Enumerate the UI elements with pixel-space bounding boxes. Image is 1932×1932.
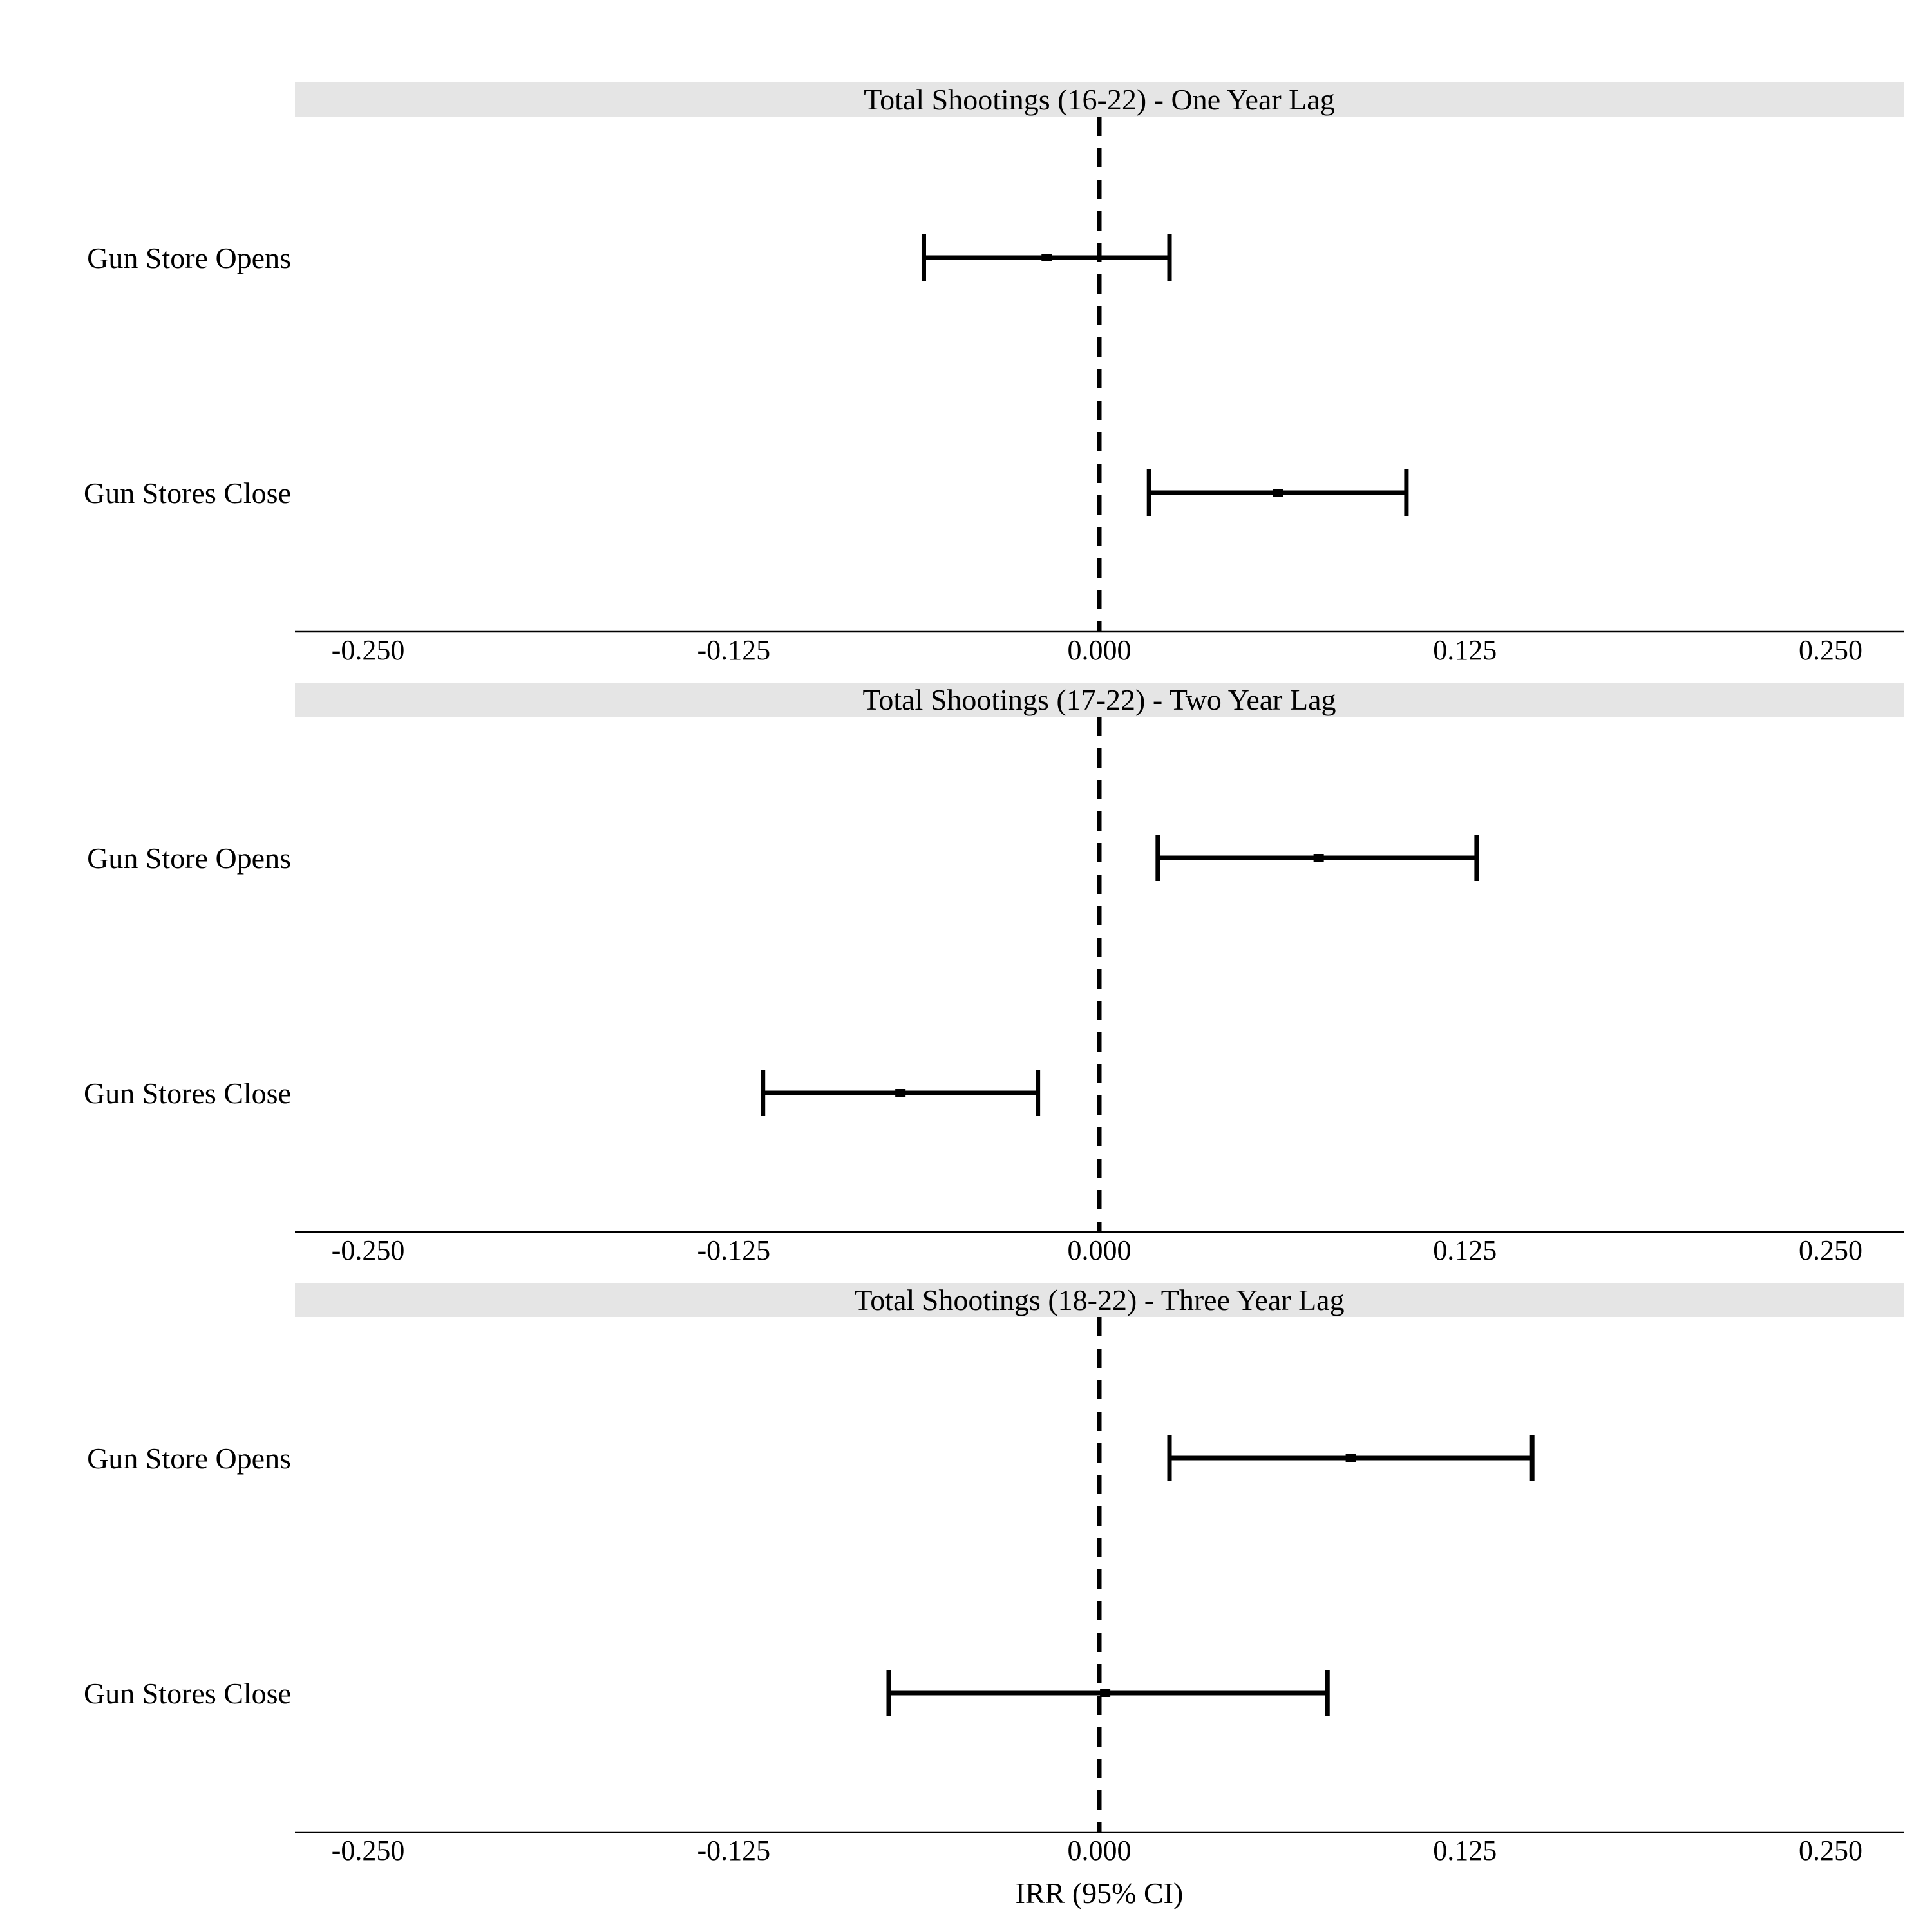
row-label: Gun Stores Close — [84, 1677, 291, 1710]
x-tick-label: -0.250 — [332, 1235, 405, 1266]
panel-title: Total Shootings (16-22) - One Year Lag — [864, 83, 1334, 116]
point-estimate — [1041, 254, 1052, 261]
x-axis-title: IRR (95% CI) — [1016, 1877, 1184, 1909]
point-estimate — [1345, 1454, 1356, 1462]
panel-strip — [295, 82, 1904, 117]
panel-title: Total Shootings (18-22) - Three Year Lag — [854, 1283, 1344, 1316]
row-label: Gun Store Opens — [87, 842, 291, 875]
panel-strip — [295, 1283, 1904, 1317]
row-label: Gun Store Opens — [87, 1442, 291, 1475]
panel-3: Total Shootings (18-22) - Three Year Lag… — [84, 1283, 1904, 1866]
panels-group: Total Shootings (16-22) - One Year Lag -0… — [84, 82, 1904, 1866]
x-tick-label: 0.250 — [1799, 1835, 1862, 1866]
x-tick-label: 0.250 — [1799, 634, 1862, 666]
x-tick-label: 0.000 — [1068, 634, 1132, 666]
row-label: Gun Stores Close — [84, 1077, 291, 1110]
row-label: Gun Stores Close — [84, 477, 291, 509]
x-tick-label: -0.250 — [332, 1835, 405, 1866]
x-tick-label: -0.125 — [697, 1235, 770, 1266]
point-estimate — [1100, 1689, 1111, 1697]
row-label: Gun Store Opens — [87, 242, 291, 274]
x-tick-label: 0.125 — [1433, 1835, 1497, 1866]
panel-2: Total Shootings (17-22) - Two Year Lag -0… — [84, 683, 1904, 1266]
x-tick-label: 0.125 — [1433, 634, 1497, 666]
panel-1: Total Shootings (16-22) - One Year Lag -0… — [84, 82, 1904, 666]
x-tick-label: 0.125 — [1433, 1235, 1497, 1266]
point-estimate — [895, 1089, 906, 1097]
x-tick-label: 0.000 — [1068, 1835, 1132, 1866]
x-tick-label: 0.000 — [1068, 1235, 1132, 1266]
x-tick-label: 0.250 — [1799, 1235, 1862, 1266]
panel-title: Total Shootings (17-22) - Two Year Lag — [862, 683, 1336, 716]
panel-strip — [295, 683, 1904, 717]
x-tick-label: -0.125 — [697, 634, 770, 666]
point-estimate — [1313, 854, 1324, 862]
x-tick-label: -0.250 — [332, 634, 405, 666]
point-estimate — [1273, 489, 1283, 497]
x-tick-label: -0.125 — [697, 1835, 770, 1866]
